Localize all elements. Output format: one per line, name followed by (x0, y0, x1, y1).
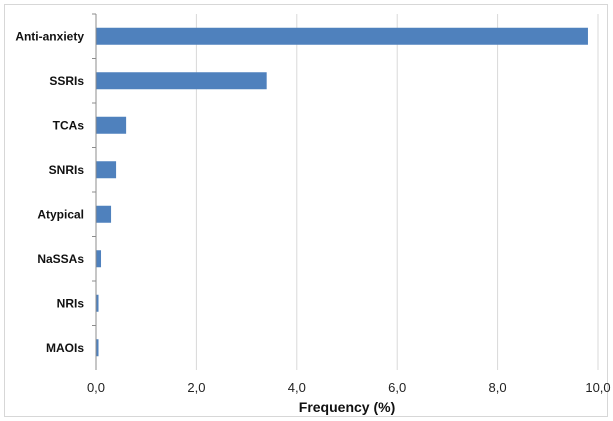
bar (96, 205, 112, 223)
x-tick-label: 10,0 (585, 380, 610, 395)
category-label: TCAs (53, 118, 85, 132)
bar (96, 27, 588, 45)
x-tick-label: 8,0 (489, 380, 507, 395)
category-label: MAOIs (46, 341, 84, 355)
category-label: Atypical (37, 207, 84, 221)
category-labels: Anti-anxiety SSRIs TCAs SNRIs Atypical NaSSAs… (15, 13, 96, 355)
x-axis-title: Frequency (%) (299, 399, 395, 415)
category-label: NaSSAs (37, 252, 84, 266)
category-label: Anti-anxiety (15, 29, 84, 43)
bar (96, 72, 267, 90)
category-label: SSRIs (49, 74, 84, 88)
x-tick-label: 2,0 (187, 380, 205, 395)
bar (96, 161, 117, 179)
bar (96, 294, 99, 312)
x-tick-label: 0,0 (87, 380, 105, 395)
bars (96, 27, 588, 357)
bar (96, 250, 102, 268)
bar (96, 116, 127, 134)
x-tick-label: 6,0 (388, 380, 406, 395)
grid-lines (195, 14, 599, 370)
category-label: NRIs (57, 296, 85, 310)
bar (96, 339, 99, 357)
x-tick-label: 4,0 (288, 380, 306, 395)
category-label: SNRIs (49, 163, 85, 177)
x-tick-labels: 0,0 2,0 4,0 6,0 8,0 10,0 (87, 380, 611, 395)
